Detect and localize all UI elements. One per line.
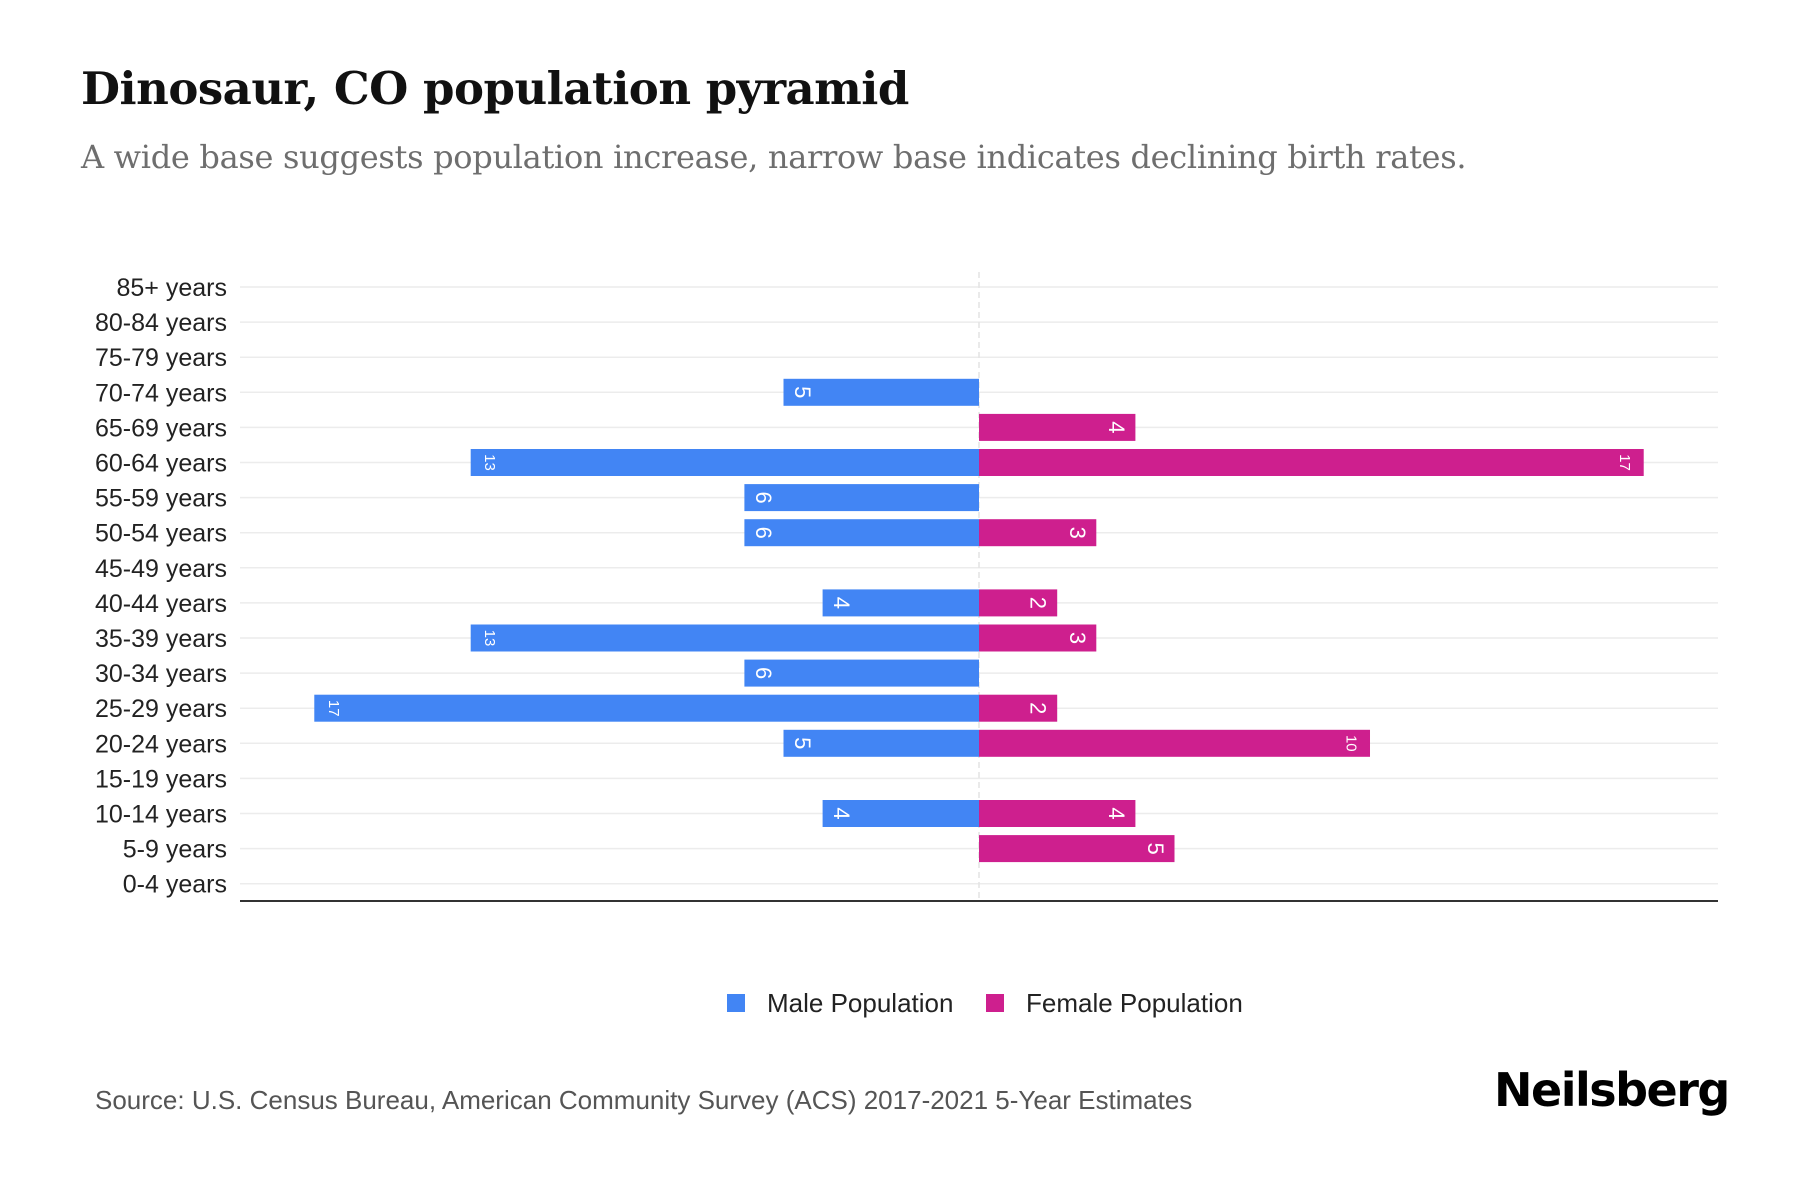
bars: 5 13 6 6 4 13 6 17 5 4 4 17 3 2 3 2 10 4 5: [314, 378, 1644, 863]
bar-female[interactable]: [979, 413, 1136, 441]
bar-female[interactable]: [979, 729, 1371, 757]
data-label-male: 6: [751, 527, 776, 539]
legend-swatch-male: [727, 994, 745, 1012]
data-label-male: 4: [829, 597, 854, 609]
data-label-female: 3: [1065, 632, 1090, 644]
bar-male[interactable]: [744, 519, 979, 547]
data-label-female: 3: [1065, 527, 1090, 539]
bar-male[interactable]: [783, 378, 979, 406]
data-label-female: 4: [1104, 421, 1129, 433]
bar-female[interactable]: [979, 800, 1136, 827]
bar-male[interactable]: [822, 589, 979, 617]
bar-female[interactable]: [979, 835, 1175, 863]
bar-male[interactable]: [822, 800, 979, 827]
chart-subtitle: A wide base suggests population increase…: [81, 138, 1467, 176]
data-label-male: 6: [751, 491, 776, 503]
source-note: Source: U.S. Census Bureau, American Com…: [95, 1085, 1193, 1115]
data-label-male: 17: [325, 700, 342, 717]
data-label-male: 6: [751, 667, 776, 679]
bar-male[interactable]: [783, 729, 979, 757]
bar-male[interactable]: [470, 449, 979, 476]
category-labels: 85+ years 80-84 years 75-79 years 70-74 yea…: [95, 274, 227, 899]
bar-female[interactable]: [979, 449, 1644, 476]
category-label: 35-39 years: [95, 625, 227, 653]
category-label: 50-54 years: [95, 520, 227, 548]
data-label-female: 2: [1026, 702, 1051, 714]
bar-female[interactable]: [979, 624, 1097, 652]
bar-male[interactable]: [314, 694, 979, 722]
bar-female[interactable]: [979, 589, 1058, 617]
data-label-male: 13: [481, 630, 498, 647]
bar-male[interactable]: [470, 624, 979, 652]
data-label-female: 5: [1143, 842, 1168, 854]
bar-female[interactable]: [979, 694, 1058, 722]
legend-swatch-female: [986, 994, 1004, 1012]
category-label: 15-19 years: [95, 765, 227, 793]
bar-female[interactable]: [979, 519, 1097, 547]
category-label: 65-69 years: [95, 414, 227, 442]
category-label: 70-74 years: [95, 379, 227, 407]
category-label: 30-34 years: [95, 660, 227, 688]
data-label-male: 5: [790, 386, 815, 398]
category-label: 10-14 years: [95, 801, 227, 829]
category-label: 25-29 years: [95, 695, 227, 723]
category-label: 80-84 years: [95, 309, 227, 337]
category-label: 75-79 years: [95, 344, 227, 372]
legend-item-female[interactable]: Female Population: [986, 985, 1243, 1021]
data-label-female: 2: [1026, 597, 1051, 609]
data-label-male: 4: [829, 807, 854, 819]
category-label: 60-64 years: [95, 450, 227, 478]
bar-male[interactable]: [744, 659, 979, 687]
data-label-male: 5: [790, 737, 815, 749]
legend-item-male[interactable]: Male Population: [727, 985, 953, 1021]
category-label: 55-59 years: [95, 485, 227, 513]
legend: Male Population Female Population: [0, 985, 1800, 1021]
legend-label-male: Male Population: [767, 987, 954, 1018]
brand-logo: Neilsberg: [1494, 1063, 1730, 1117]
category-label: 0-4 years: [123, 871, 227, 899]
data-label-female: 10: [1343, 735, 1360, 752]
category-label: 40-44 years: [95, 590, 227, 618]
bar-male[interactable]: [744, 484, 979, 512]
category-label: 5-9 years: [123, 836, 227, 864]
legend-label-female: Female Population: [1026, 987, 1243, 1018]
category-label: 45-49 years: [95, 555, 227, 583]
data-label-male: 13: [481, 454, 498, 471]
data-label-female: 17: [1616, 454, 1633, 471]
data-label-female: 4: [1104, 807, 1129, 819]
category-label: 85+ years: [117, 274, 228, 302]
chart-title: Dinosaur, CO population pyramid: [81, 62, 909, 115]
category-label: 20-24 years: [95, 730, 227, 758]
